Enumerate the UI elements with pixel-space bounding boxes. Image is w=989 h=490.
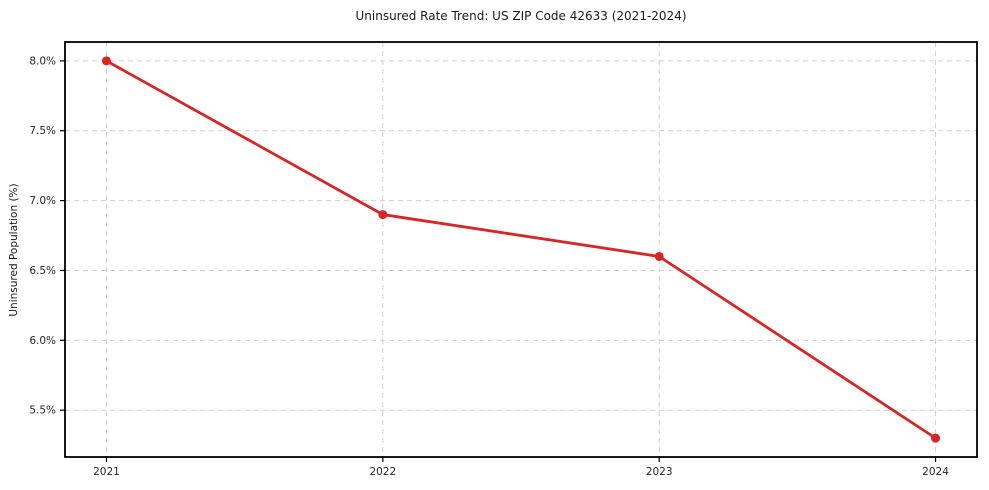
y-tick-label: 7.5% [29, 125, 56, 137]
chart-title: Uninsured Rate Trend: US ZIP Code 42633 … [355, 9, 687, 23]
data-point [101, 56, 111, 66]
trend-line [105, 59, 937, 440]
y-tick-label: 6.5% [29, 265, 56, 277]
data-point [931, 433, 941, 443]
x-tick-label: 2022 [369, 466, 396, 478]
plot-border [64, 41, 978, 458]
data-point [378, 210, 388, 220]
y-tick-label: 5.5% [29, 405, 56, 417]
y-tick-label: 8.0% [29, 55, 56, 67]
x-tick-label: 2023 [646, 466, 673, 478]
y-tick-label: 7.0% [29, 195, 56, 207]
y-tick-label: 6.0% [29, 335, 56, 347]
data-point [654, 251, 664, 261]
x-tick-label: 2021 [93, 466, 120, 478]
x-tick-label: 2024 [922, 466, 949, 478]
